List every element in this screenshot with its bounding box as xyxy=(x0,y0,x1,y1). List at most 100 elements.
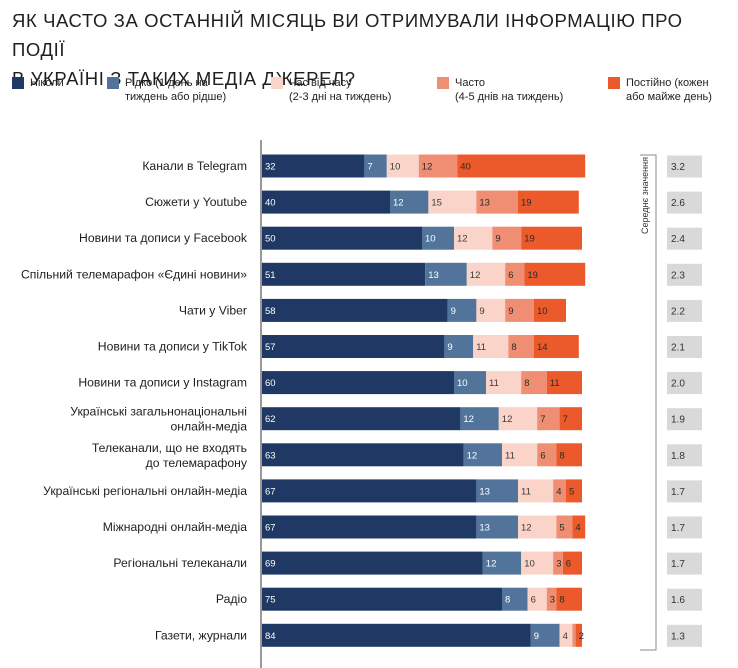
data-label: 84 xyxy=(265,631,276,642)
bar-segment xyxy=(518,479,554,503)
bar-segment xyxy=(524,262,586,286)
bar-segment xyxy=(463,443,502,467)
mean-value-box xyxy=(667,480,702,503)
bar-segment xyxy=(518,515,557,539)
data-label: 8 xyxy=(505,595,510,606)
bar-segment xyxy=(553,479,566,503)
bar-segment xyxy=(262,298,448,322)
legend-label-line: (4-5 днів на тиждень) xyxy=(455,91,564,103)
mean-value-box xyxy=(667,336,702,358)
category-label: Газети, журнали xyxy=(155,628,247,642)
data-label: 19 xyxy=(527,270,538,281)
data-label: 3 xyxy=(556,559,561,570)
data-label: 6 xyxy=(540,450,545,461)
bar-segment xyxy=(556,443,582,467)
data-label: 3 xyxy=(550,595,555,606)
legend-label-line: Рідко (1 день на xyxy=(125,77,208,89)
data-label: 9 xyxy=(534,631,539,642)
mean-value-label: 1.9 xyxy=(671,415,685,426)
mean-value-box xyxy=(667,263,702,286)
bar-segment xyxy=(546,587,557,611)
bar-segment xyxy=(262,190,390,214)
data-label: 13 xyxy=(428,270,439,281)
bar-segment xyxy=(530,623,560,647)
data-label: 10 xyxy=(457,378,468,389)
data-label: 8 xyxy=(524,378,529,389)
legend-swatch-often xyxy=(437,77,449,89)
legend-item-often: Часто (4-5 днів на тиждень) xyxy=(437,76,563,104)
data-label: 4 xyxy=(575,523,580,534)
data-label: 10 xyxy=(537,306,548,317)
mean-value-label: 1.7 xyxy=(671,523,685,534)
data-label: 67 xyxy=(265,523,276,534)
bar-segment xyxy=(473,335,509,358)
category-label-line: до телемарафону xyxy=(146,456,248,470)
mean-value-label: 1.6 xyxy=(671,595,685,606)
bar-segment xyxy=(364,154,387,178)
bar-segment xyxy=(457,154,586,178)
bar-segment xyxy=(498,407,538,431)
bar-segment xyxy=(425,262,467,286)
data-label: 12 xyxy=(470,270,481,281)
legend-label-line: Час від часу xyxy=(289,77,352,89)
mean-value-box xyxy=(667,299,702,322)
legend-item-rarely: Рідко (1 день на тиждень або рідше) xyxy=(107,76,226,104)
mean-value-label: 1.7 xyxy=(671,487,685,498)
bar-segment xyxy=(418,154,458,178)
bar-segment xyxy=(562,551,582,575)
bar-segment xyxy=(559,623,573,647)
bar-segment xyxy=(546,371,582,395)
legend-label-line: тиждень або рідше) xyxy=(125,91,227,103)
legend-label-line: або майже день) xyxy=(626,91,712,103)
data-label: 12 xyxy=(393,198,404,209)
bar-segment xyxy=(476,515,518,539)
bar-segment xyxy=(553,551,563,575)
category-label-line: Українські загальнонаціональні xyxy=(70,405,247,419)
bar-segment xyxy=(262,479,477,503)
data-label: 60 xyxy=(265,378,276,389)
legend-item-never: Ніколи xyxy=(12,76,64,90)
category-label: Спільний телемарафон «Єдині новини» xyxy=(21,267,247,281)
category-label: Радіо xyxy=(216,592,247,606)
data-label: 12 xyxy=(467,450,478,461)
legend-label-rarely: Рідко (1 день на тиждень або рідше) xyxy=(125,76,226,104)
data-label: 9 xyxy=(495,234,500,245)
legend-swatch-constantly xyxy=(608,77,620,89)
data-label: 19 xyxy=(521,198,532,209)
data-label: 12 xyxy=(502,414,513,425)
legend-label-constantly: Постійно (кожен або майже день) xyxy=(626,76,712,104)
mean-axis-label: Середнє значення xyxy=(640,157,650,234)
mean-bracket xyxy=(640,154,657,651)
data-label: 40 xyxy=(265,198,276,209)
bar-segment xyxy=(262,371,454,395)
data-label: 2 xyxy=(579,631,584,642)
legend-swatch-rarely xyxy=(107,77,119,89)
bar-segment xyxy=(537,407,560,431)
data-label: 12 xyxy=(463,414,474,425)
data-label: 67 xyxy=(265,486,276,497)
legend-label-line: Часто xyxy=(455,77,485,89)
data-label: 12 xyxy=(521,523,532,534)
data-label: 6 xyxy=(508,270,513,281)
category-label: Чати у Viber xyxy=(179,303,247,317)
data-label: 6 xyxy=(531,595,536,606)
data-label: 19 xyxy=(524,234,535,245)
data-label: 11 xyxy=(505,450,515,461)
data-label: 69 xyxy=(265,559,276,570)
category-label: Сюжети у Youtube xyxy=(145,195,247,209)
category-label: Українські регіональні онлайн-медіа xyxy=(43,484,247,498)
chart-title-line2: В УКРАЇНІ З ТАКИХ МЕДІА ДЖЕРЕЛ? xyxy=(12,68,356,89)
bar-segment xyxy=(262,515,477,539)
category-label-line: онлайн-медіа xyxy=(171,420,248,434)
mean-value-label: 2.2 xyxy=(671,306,685,317)
bar-segment xyxy=(428,190,477,214)
data-label: 58 xyxy=(265,306,276,317)
bar-segment xyxy=(262,154,365,178)
data-label: 11 xyxy=(550,378,560,389)
bar-segment xyxy=(566,479,582,503)
chart-title: ЯК ЧАСТО ЗА ОСТАННІЙ МІСЯЦЬ ВИ ОТРИМУВАЛ… xyxy=(12,6,727,93)
mean-value-label: 3.2 xyxy=(671,162,685,173)
bar-segment xyxy=(521,226,582,250)
data-label: 5 xyxy=(559,523,564,534)
data-label: 12 xyxy=(422,162,433,173)
